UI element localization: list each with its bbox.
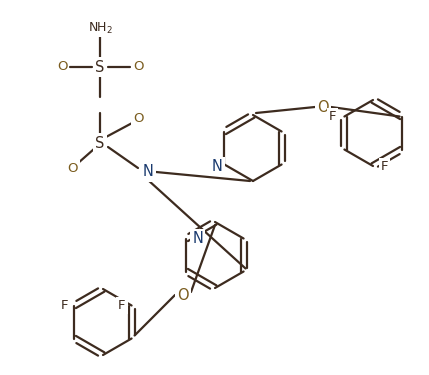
- Text: O: O: [133, 111, 143, 125]
- Text: S: S: [95, 135, 105, 150]
- Text: F: F: [329, 110, 336, 123]
- Text: F: F: [118, 299, 126, 312]
- Text: O: O: [133, 60, 143, 74]
- Text: F: F: [381, 159, 389, 172]
- Text: F: F: [61, 299, 68, 312]
- Text: S: S: [95, 60, 105, 75]
- Text: O: O: [317, 99, 329, 114]
- Text: O: O: [57, 60, 67, 74]
- Text: N: N: [193, 231, 203, 246]
- Text: N: N: [211, 159, 222, 174]
- Text: N: N: [142, 165, 154, 180]
- Text: O: O: [177, 288, 189, 303]
- Text: O: O: [68, 162, 78, 174]
- Text: NH$_2$: NH$_2$: [88, 21, 112, 36]
